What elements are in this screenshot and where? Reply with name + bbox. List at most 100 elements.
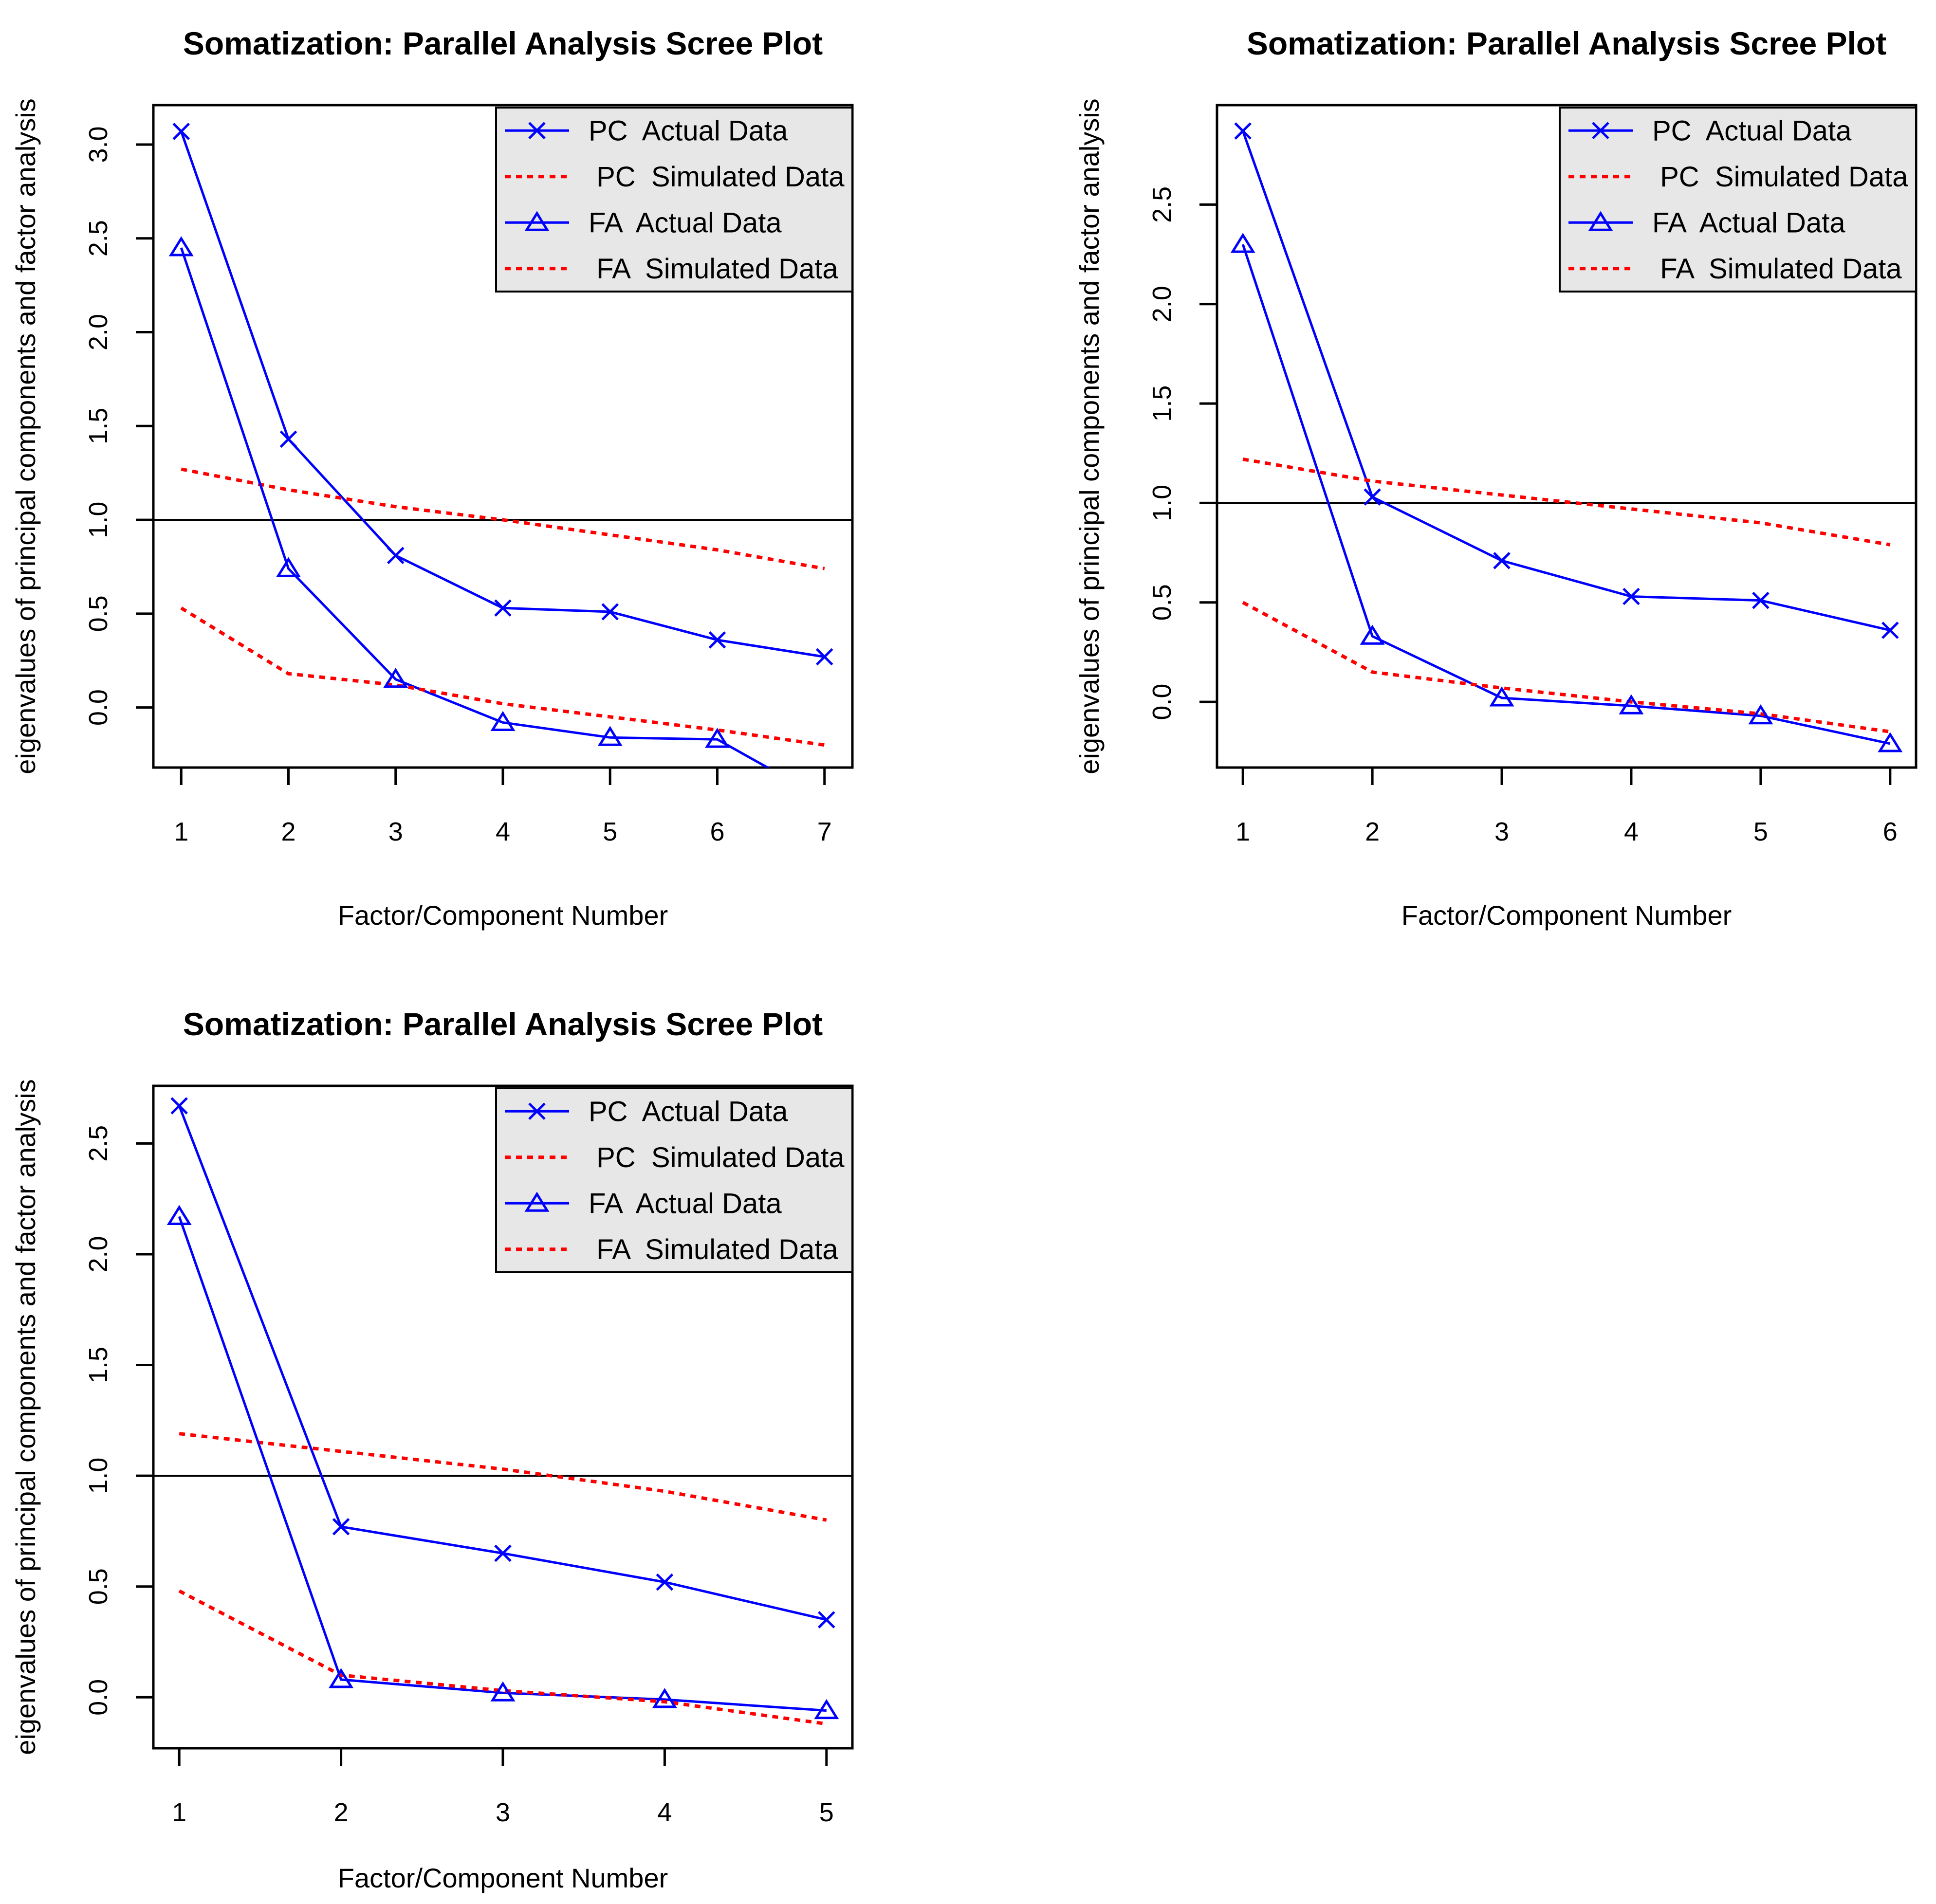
marker-group bbox=[1230, 122, 1903, 752]
series-line-fa-simulated-data bbox=[178, 1589, 827, 1726]
series-line-fa-simulated-data bbox=[180, 606, 825, 747]
legend-label: FA Simulated Data bbox=[1652, 253, 1902, 285]
legend-label: PC Simulated Data bbox=[589, 161, 845, 193]
y-tick-label: 1.0 bbox=[84, 502, 113, 538]
scree-plot-panel-2: 1 2 3 4 5 6 0.0 0.5 1.0 1.5 2.0 2.5 PC Actual Data P… bbox=[1074, 25, 1918, 931]
triangle-marker bbox=[276, 557, 301, 577]
x-tick-label: 4 bbox=[496, 817, 510, 846]
x-tick-label: 1 bbox=[174, 817, 188, 846]
triangle-marker bbox=[814, 1699, 839, 1720]
x-tick-label: 5 bbox=[819, 1798, 834, 1827]
x-marker bbox=[1234, 122, 1252, 140]
x-marker bbox=[601, 603, 619, 621]
x-tick-label: 1 bbox=[1235, 817, 1250, 846]
legend-label: PC Actual Data bbox=[589, 1096, 788, 1127]
series-line-fa-actual-data bbox=[1241, 244, 1891, 745]
x-tick-label: 2 bbox=[334, 1798, 349, 1827]
x-tick-label: 6 bbox=[710, 817, 724, 846]
panel-title: Somatization: Parallel Analysis Scree Pl… bbox=[183, 1006, 823, 1042]
x-tick-label: 5 bbox=[1753, 817, 1768, 846]
x-marker bbox=[494, 1544, 512, 1562]
x-marker bbox=[1493, 552, 1511, 569]
legend-label: PC Actual Data bbox=[589, 115, 788, 146]
series-line-fa-actual-data bbox=[178, 1216, 827, 1712]
y-tick-label: 2.0 bbox=[84, 1236, 113, 1272]
series-line-pc-simulated-data bbox=[181, 467, 825, 570]
y-axis-label: eigenvalues of principal components and … bbox=[10, 98, 41, 774]
legend-label: PC Actual Data bbox=[1652, 115, 1852, 146]
x-axis-label: Factor/Component Number bbox=[338, 1863, 668, 1893]
y-tick-label: 1.5 bbox=[84, 408, 113, 444]
x-axis-label: Factor/Component Number bbox=[338, 900, 668, 931]
legend-triangle-marker bbox=[524, 211, 550, 231]
x-marker bbox=[1623, 587, 1640, 605]
legend-label: FA Simulated Data bbox=[589, 253, 838, 285]
y-tick-label: 2.0 bbox=[84, 314, 113, 350]
triangle-marker bbox=[490, 1681, 516, 1702]
y-tick-label: 2.5 bbox=[84, 220, 113, 256]
y-tick-label: 1.0 bbox=[84, 1458, 113, 1494]
x-tick-label: 1 bbox=[172, 1798, 186, 1827]
x-marker bbox=[332, 1518, 350, 1536]
x-tick-label: 4 bbox=[657, 1798, 672, 1827]
x-tick-label: 7 bbox=[817, 817, 832, 846]
legend-box bbox=[1559, 107, 1917, 293]
x-marker bbox=[1752, 591, 1770, 609]
marker-group bbox=[166, 1097, 839, 1720]
x-tick-label: 2 bbox=[1365, 817, 1380, 846]
marker-group bbox=[168, 123, 833, 748]
legend: PC Actual Data PC Simulated Data FA Actua… bbox=[495, 107, 853, 293]
x-marker bbox=[815, 648, 833, 666]
series-line-fa-actual-data bbox=[180, 247, 770, 768]
legend-x-marker bbox=[1592, 122, 1609, 140]
legend: PC Actual Data PC Simulated Data FA Actua… bbox=[1559, 107, 1917, 293]
y-tick-label: 1.0 bbox=[1147, 485, 1177, 521]
triangle-marker bbox=[166, 1205, 192, 1226]
triangle-marker bbox=[1748, 704, 1773, 725]
triangle-marker bbox=[597, 726, 623, 746]
y-tick-label: 3.0 bbox=[84, 126, 113, 163]
x-tick-label: 5 bbox=[603, 817, 617, 846]
scree-plot-panel-3: 1 2 3 4 5 0.0 0.5 1.0 1.5 2.0 2.5 PC Actual Data PC… bbox=[10, 1006, 854, 1893]
triangle-marker bbox=[1489, 686, 1514, 707]
legend-box bbox=[495, 107, 853, 293]
x-tick-label: 3 bbox=[388, 817, 403, 846]
series-line-pc-actual-data bbox=[1241, 130, 1891, 632]
y-tick-label: 0.0 bbox=[84, 1679, 113, 1716]
legend-x-marker bbox=[528, 1102, 546, 1120]
legend-label: FA Actual Data bbox=[589, 1188, 782, 1219]
x-marker bbox=[656, 1573, 674, 1591]
y-tick-label: 1.5 bbox=[1147, 385, 1177, 422]
legend-label: FA Actual Data bbox=[589, 207, 782, 238]
y-tick-label: 2.0 bbox=[1147, 286, 1177, 322]
y-axis-label: eigenvalues of principal components and … bbox=[10, 1079, 41, 1755]
series-line-pc-simulated-data bbox=[179, 1432, 827, 1522]
y-axis-label: eigenvalues of principal components and … bbox=[1074, 98, 1105, 774]
x-marker bbox=[818, 1611, 835, 1629]
series-group bbox=[1241, 130, 1891, 745]
x-tick-label: 3 bbox=[1494, 817, 1509, 846]
y-tick-label: 0.5 bbox=[1147, 584, 1177, 621]
y-tick-label: 0.5 bbox=[84, 1568, 113, 1605]
y-tick-label: 2.5 bbox=[1147, 186, 1177, 223]
x-marker bbox=[170, 1097, 188, 1115]
triangle-marker bbox=[1360, 624, 1385, 645]
legend-label: FA Simulated Data bbox=[589, 1234, 838, 1265]
triangle-marker bbox=[329, 1668, 354, 1688]
series-line-pc-simulated-data bbox=[1242, 458, 1891, 547]
x-marker bbox=[708, 631, 726, 649]
y-tick-label: 0.0 bbox=[84, 689, 113, 726]
panel-title: Somatization: Parallel Analysis Scree Pl… bbox=[183, 25, 823, 61]
triangle-marker bbox=[490, 711, 516, 731]
x-marker bbox=[172, 123, 190, 140]
x-tick-label: 4 bbox=[1624, 817, 1639, 846]
y-tick-label: 0.5 bbox=[84, 595, 113, 632]
x-marker bbox=[1881, 622, 1899, 639]
x-tick-label: 6 bbox=[1883, 817, 1898, 846]
x-marker bbox=[1364, 488, 1381, 506]
legend: PC Actual Data PC Simulated Data FA Actua… bbox=[495, 1087, 853, 1273]
legend-triangle-marker bbox=[524, 1191, 550, 1212]
